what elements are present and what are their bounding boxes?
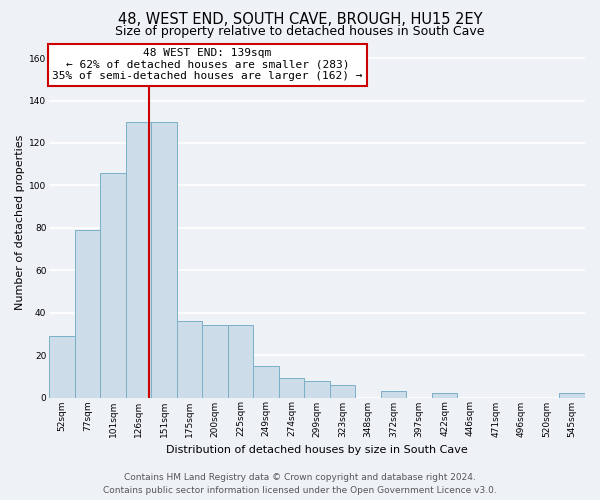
Bar [100, 172, 126, 398]
Bar [253, 366, 279, 398]
Bar [126, 122, 151, 398]
Bar [304, 380, 330, 398]
Bar [177, 321, 202, 398]
Bar [279, 378, 304, 398]
Bar [151, 122, 177, 398]
Bar [432, 394, 457, 398]
Bar [559, 394, 585, 398]
Bar [202, 326, 228, 398]
Bar [49, 336, 75, 398]
X-axis label: Distribution of detached houses by size in South Cave: Distribution of detached houses by size … [166, 445, 468, 455]
Text: 48, WEST END, SOUTH CAVE, BROUGH, HU15 2EY: 48, WEST END, SOUTH CAVE, BROUGH, HU15 2… [118, 12, 482, 28]
Bar [330, 385, 355, 398]
Bar [228, 326, 253, 398]
Bar [381, 391, 406, 398]
Text: Size of property relative to detached houses in South Cave: Size of property relative to detached ho… [115, 25, 485, 38]
Text: Contains HM Land Registry data © Crown copyright and database right 2024.
Contai: Contains HM Land Registry data © Crown c… [103, 473, 497, 495]
Y-axis label: Number of detached properties: Number of detached properties [15, 135, 25, 310]
Bar [75, 230, 100, 398]
Text: 48 WEST END: 139sqm
← 62% of detached houses are smaller (283)
35% of semi-detac: 48 WEST END: 139sqm ← 62% of detached ho… [52, 48, 362, 82]
